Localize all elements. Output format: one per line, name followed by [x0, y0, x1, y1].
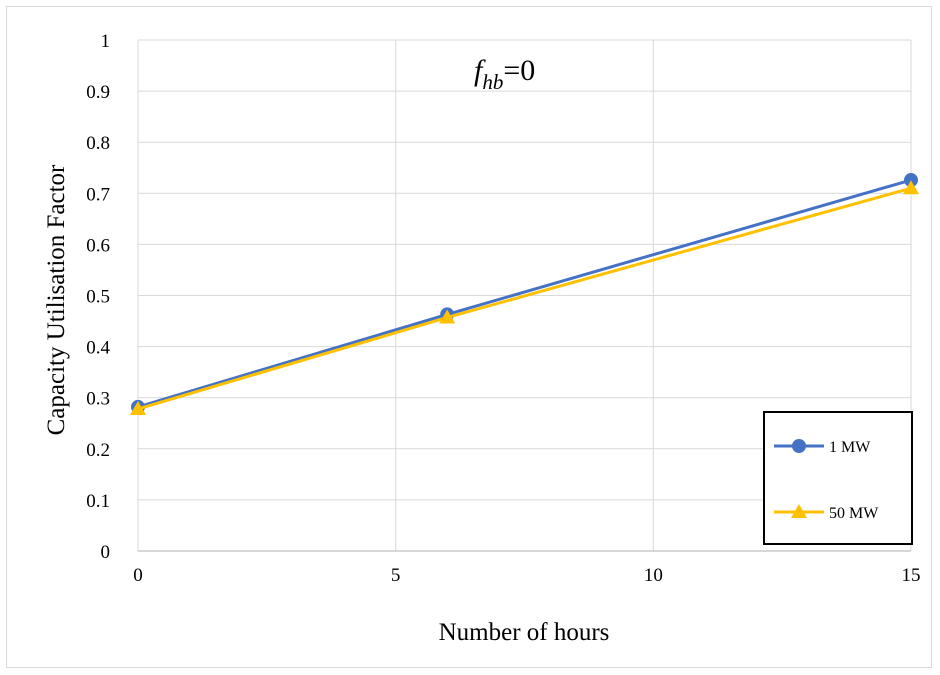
x-tick-label: 10	[644, 565, 663, 586]
y-tick-label: 0.3	[86, 389, 110, 410]
series-line	[137, 178, 912, 409]
y-tick-label: 0.2	[86, 440, 110, 461]
chart-frame	[6, 6, 932, 668]
y-tick-label: 0.6	[86, 235, 110, 256]
y-tick-label: 0.5	[86, 287, 110, 308]
series-line	[137, 186, 912, 411]
annotation-subscript: hb	[482, 70, 503, 94]
legend-label: 50 MW	[829, 505, 879, 522]
y-tick-label: 1	[101, 31, 111, 52]
chart-annotation: fhb=0	[474, 54, 535, 94]
x-tick-label: 0	[133, 565, 143, 586]
y-tick-label: 0.1	[86, 491, 110, 512]
legend-label: 1 MW	[829, 439, 871, 456]
series-2	[130, 180, 919, 415]
y-tick-label: 0	[101, 542, 111, 563]
legend-box	[763, 411, 913, 545]
y-tick-labels: 0 0.1 0.2 0.3 0.4 0.5 0.6 0.7 0.8 0.9 1	[86, 31, 110, 563]
annotation-suffix: =0	[503, 54, 535, 87]
x-tick-label: 15	[902, 565, 921, 586]
data-point	[903, 180, 919, 195]
legend: 1 MW 50 MW	[763, 411, 913, 545]
data-point	[130, 400, 146, 415]
x-axis-title: Number of hours	[439, 619, 610, 646]
series-layer	[130, 173, 919, 415]
y-tick-label: 0.4	[86, 338, 110, 359]
legend-item: 50 MW	[774, 504, 879, 522]
y-tick-label: 0.8	[86, 133, 110, 154]
legend-item: 1 MW	[774, 439, 871, 456]
legend-items: 1 MW 50 MW	[774, 439, 879, 522]
x-tick-label: 5	[391, 565, 401, 586]
y-axis-title: Capacity Utilisation Factor	[43, 164, 70, 435]
y-tick-label: 0.7	[86, 184, 110, 205]
y-tick-label: 0.9	[86, 82, 110, 103]
x-tick-labels: 0 5 10 15	[133, 565, 920, 586]
legend-marker	[792, 439, 806, 453]
legend-marker	[791, 504, 807, 518]
data-point	[439, 309, 456, 324]
